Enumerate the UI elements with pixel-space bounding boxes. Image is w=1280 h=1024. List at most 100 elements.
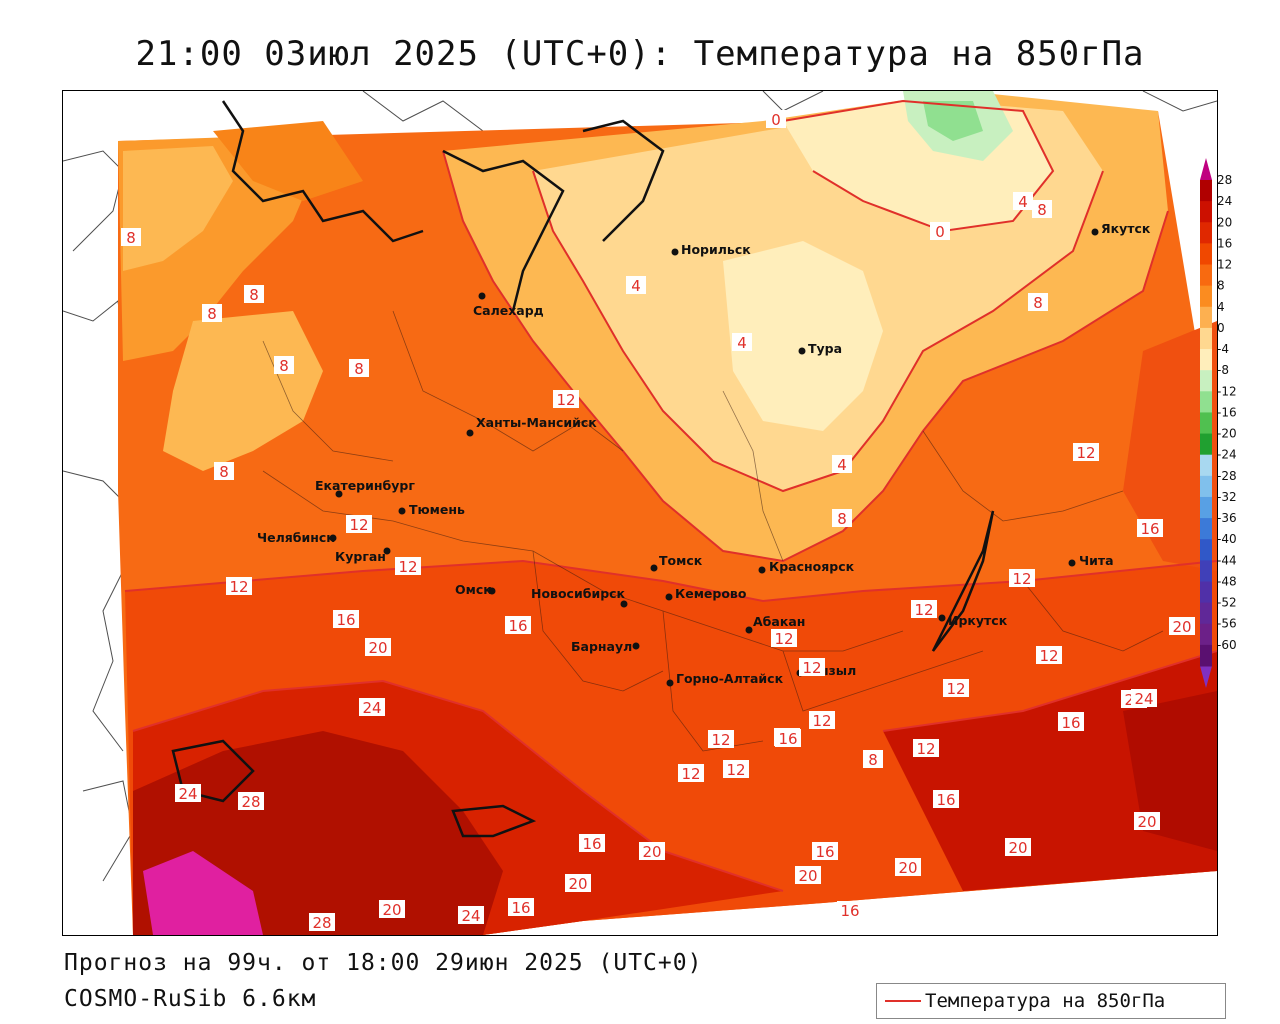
colorbar-swatch (1200, 327, 1212, 350)
contour-label: 8 (249, 286, 259, 304)
model-info: COSMO-RuSib 6.6км (64, 986, 317, 1012)
contour-label: 0 (771, 111, 781, 129)
colorbar-swatch (1200, 539, 1212, 561)
contour-label: 12 (946, 680, 965, 698)
city-label: Новосибирск (531, 586, 626, 601)
contour-label: 20 (642, 843, 661, 861)
contour-label: 12 (681, 765, 700, 783)
contour-label: 8 (1037, 201, 1047, 219)
colorbar-tick-label: -8 (1217, 363, 1229, 377)
contour-label: 4 (1018, 193, 1028, 211)
colorbar-swatch (1200, 243, 1212, 266)
contour-label: 16 (508, 617, 527, 635)
city-label: Омск (455, 582, 492, 597)
colorbar-tick-label: -56 (1217, 617, 1237, 631)
contour-label: 28 (241, 793, 260, 811)
colorbar-tick-label: 24 (1217, 194, 1232, 208)
contour-label: 12 (914, 601, 933, 619)
colorbar-tick-label: -32 (1217, 490, 1237, 504)
contour-label: 12 (916, 740, 935, 758)
contour-label: 8 (354, 360, 364, 378)
colorbar-swatch (1200, 475, 1212, 498)
contour-label: 24 (461, 907, 480, 925)
contour-label: 12 (812, 712, 831, 730)
contour-label: 12 (398, 558, 417, 576)
colorbar-swatch (1200, 602, 1212, 625)
city-label: Тура (808, 341, 842, 356)
contour-label: 20 (798, 867, 817, 885)
contour-label: 12 (1039, 647, 1058, 665)
contour-label: 4 (837, 456, 847, 474)
colorbar-swatch (1200, 306, 1212, 329)
colorbar-swatch (1200, 433, 1212, 456)
contour-label: 12 (726, 761, 745, 779)
city-label: Томск (659, 553, 703, 568)
colorbar-tick-label: -48 (1217, 574, 1237, 588)
contour-label: 12 (1012, 570, 1031, 588)
colorbar-swatch (1200, 349, 1212, 371)
legend: Температура на 850гПа (876, 983, 1226, 1019)
contour-label: 16 (936, 791, 955, 809)
city-label: Салехард (473, 303, 544, 318)
colorbar-tick-label: 0 (1217, 321, 1225, 335)
contour-label: 8 (219, 463, 229, 481)
city-label: Красноярск (769, 559, 855, 574)
contour-label: 16 (511, 899, 530, 917)
contour-label: 8 (1033, 294, 1043, 312)
colorbar-tick-label: -24 (1217, 448, 1237, 462)
contour-label: 12 (802, 659, 821, 677)
colorbar-swatch (1200, 285, 1212, 308)
contour-label: 16 (815, 843, 834, 861)
contour-label: 16 (1140, 520, 1159, 538)
colorbar-swatch (1200, 180, 1212, 202)
contour-label: 8 (207, 305, 217, 323)
contour-label: 16 (840, 902, 859, 920)
colorbar-tick-label: -44 (1217, 553, 1237, 567)
contour-label: 12 (556, 391, 575, 409)
city-label: Тюмень (409, 502, 465, 517)
colorbar-swatch (1200, 412, 1212, 435)
city-label: Ханты-Мансийск (476, 415, 597, 430)
city-label: Иркутск (948, 613, 1008, 628)
contour-label: 20 (382, 901, 401, 919)
colorbar-swatch (1200, 370, 1212, 392)
contour-label: 24 (178, 785, 197, 803)
contour-label: 4 (631, 277, 641, 295)
contour-label: 20 (568, 875, 587, 893)
contour-label: 20 (1172, 618, 1191, 636)
colorbar-tick-label: -36 (1217, 511, 1237, 525)
colorbar-swatch (1200, 201, 1212, 223)
colorbar-tick-label: 16 (1217, 236, 1232, 250)
colorbar-tick-label: -12 (1217, 384, 1237, 398)
legend-label: Температура на 850гПа (925, 990, 1166, 1012)
city-label: Курган (335, 549, 386, 564)
contour-label: 12 (711, 731, 730, 749)
colorbar-swatch (1200, 496, 1212, 519)
colorbar-swatch (1200, 623, 1212, 646)
contour-label: 8 (126, 229, 136, 247)
contour-label: 28 (312, 914, 331, 932)
contour-label: 16 (1061, 714, 1080, 732)
legend-line-swatch (885, 1000, 921, 1002)
contour-label: 8 (279, 357, 289, 375)
city-label: Барнаул (571, 639, 632, 654)
colorbar-swatch (1200, 454, 1212, 477)
city-label: Якутск (1101, 221, 1151, 236)
city-label: Челябинск (257, 530, 335, 545)
contour-label: 0 (935, 223, 945, 241)
contour-label: 20 (898, 859, 917, 877)
contour-label: 8 (837, 510, 847, 528)
city-label: Норильск (681, 242, 751, 257)
city-label: Горно-Алтайск (676, 671, 784, 686)
colorbar-tick-label: -16 (1217, 405, 1237, 419)
colorbar-swatch (1200, 391, 1212, 413)
contour-label: 8 (868, 751, 878, 769)
contour-label: 12 (1076, 444, 1095, 462)
colorbar-swatch (1200, 644, 1212, 667)
colorbar-tick-label: -28 (1217, 469, 1237, 483)
colorbar-tick-label: 28 (1217, 173, 1232, 187)
colorbar-swatch (1200, 560, 1212, 582)
contour-label: 20 (368, 639, 387, 657)
temperature-map: Норильск Якутск Салехард Тура Ханты-Манс… (62, 90, 1218, 936)
colorbar-swatch (1200, 222, 1212, 244)
